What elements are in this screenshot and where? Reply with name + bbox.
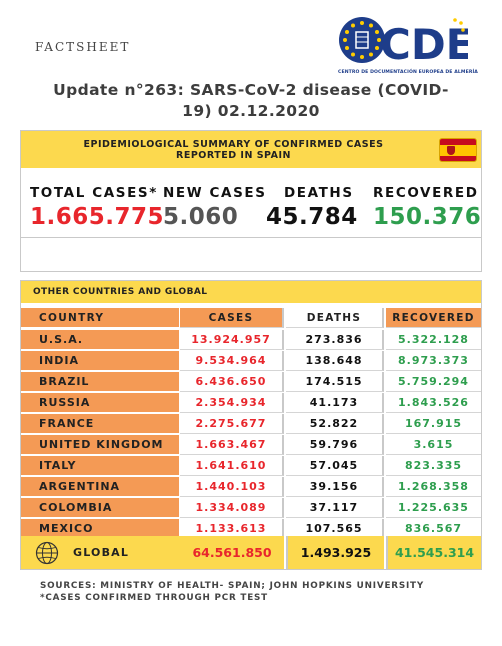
table-header-row: COUNTRY CASES DEATHS RECOVERED <box>21 308 481 328</box>
column-header-country: COUNTRY <box>21 308 180 328</box>
logo-subtitle: CENTRO DE DOCUMENTACIÓN EUROPEA DE ALMER… <box>338 70 478 75</box>
country-recovered: 8.973.373 <box>386 351 481 371</box>
cde-logo-graphic: CDE <box>339 17 474 69</box>
country-name: ITALY <box>21 456 180 476</box>
country-deaths: 107.565 <box>286 519 384 539</box>
table-row: MEXICO 1.133.613 107.565 836.567 <box>21 519 481 539</box>
column-header-deaths: DEATHS <box>286 308 384 328</box>
stat-deaths: DEATHS 45.784 <box>266 185 358 230</box>
country-deaths: 39.156 <box>286 477 384 497</box>
total-cases-value: 1.665.775 <box>30 204 164 230</box>
spain-summary-heading: EPIDEMIOLOGICAL SUMMARY OF CONFIRMED CAS… <box>41 139 426 161</box>
country-cases: 1.440.103 <box>180 477 284 497</box>
country-name: FRANCE <box>21 414 180 434</box>
deaths-value: 45.784 <box>266 204 358 230</box>
country-deaths: 174.515 <box>286 372 384 392</box>
country-recovered: 1.268.358 <box>386 477 481 497</box>
country-deaths: 37.117 <box>286 498 384 518</box>
global-cases: 64.561.850 <box>180 536 284 569</box>
other-countries-table: OTHER COUNTRIES AND GLOBAL COUNTRY CASES… <box>20 280 482 570</box>
table-row: RUSSIA 2.354.934 41.173 1.843.526 <box>21 393 481 413</box>
table-row: ARGENTINA 1.440.103 39.156 1.268.358 <box>21 477 481 497</box>
country-cases: 1.663.467 <box>180 435 284 455</box>
country-name: U.S.A. <box>21 330 180 350</box>
eu-stars-icon <box>343 21 381 59</box>
logo-wordmark: CDE <box>380 20 468 69</box>
country-cases: 2.275.677 <box>180 414 284 434</box>
table-row: ITALY 1.641.610 57.045 823.335 <box>21 456 481 476</box>
country-cases: 1.641.610 <box>180 456 284 476</box>
country-recovered: 823.335 <box>386 456 481 476</box>
country-recovered: 1.225.635 <box>386 498 481 518</box>
table-row: UNITED KINGDOM 1.663.467 59.796 3.615 <box>21 435 481 455</box>
stat-total-cases: TOTAL CASES* 1.665.775 <box>30 185 164 230</box>
pcr-note: *CASES CONFIRMED THROUGH PCR TEST <box>40 593 268 603</box>
column-header-cases: CASES <box>180 308 284 328</box>
country-cases: 9.534.964 <box>180 351 284 371</box>
country-recovered: 5.759.294 <box>386 372 481 392</box>
spain-summary-header: EPIDEMIOLOGICAL SUMMARY OF CONFIRMED CAS… <box>21 131 481 168</box>
country-deaths: 59.796 <box>286 435 384 455</box>
country-name: MEXICO <box>21 519 180 539</box>
country-cases: 6.436.650 <box>180 372 284 392</box>
spain-heading-line-2: REPORTED IN SPAIN <box>176 150 291 161</box>
global-deaths: 1.493.925 <box>286 536 384 569</box>
country-name: ARGENTINA <box>21 477 180 497</box>
factsheet-label: FACTSHEET <box>35 40 131 54</box>
country-cases: 2.354.934 <box>180 393 284 413</box>
country-recovered: 3.615 <box>386 435 481 455</box>
new-cases-label: NEW CASES <box>163 185 267 201</box>
country-name: UNITED KINGDOM <box>21 435 180 455</box>
cde-logo: CDE CENTRO DE DOCUMENTACIÓN EUROPEA DE A… <box>338 14 478 76</box>
page-title: Update n°263: SARS-CoV-2 disease (COVID-… <box>20 80 482 122</box>
recovered-value: 150.376 <box>373 204 482 230</box>
country-deaths: 57.045 <box>286 456 384 476</box>
column-header-recovered: RECOVERED <box>386 308 481 328</box>
stat-recovered: RECOVERED 150.376 <box>373 185 481 230</box>
country-recovered: 167.915 <box>386 414 481 434</box>
table-row: U.S.A. 13.924.957 273.836 5.322.128 <box>21 330 481 350</box>
sources-footer: SOURCES: MINISTRY OF HEALTH- SPAIN; JOHN… <box>40 580 424 604</box>
title-line-2: 19) 02.12.2020 <box>182 102 320 120</box>
spain-heading-line-1: EPIDEMIOLOGICAL SUMMARY OF CONFIRMED CAS… <box>83 139 384 150</box>
table-row: INDIA 9.534.964 138.648 8.973.373 <box>21 351 481 371</box>
spain-flag-icon <box>439 138 477 162</box>
country-deaths: 41.173 <box>286 393 384 413</box>
other-countries-heading: OTHER COUNTRIES AND GLOBAL <box>21 281 481 303</box>
stat-new-cases: NEW CASES 5.060 <box>163 185 267 230</box>
divider <box>21 237 481 238</box>
country-deaths: 273.836 <box>286 330 384 350</box>
table-row: COLOMBIA 1.334.089 37.117 1.225.635 <box>21 498 481 518</box>
country-deaths: 52.822 <box>286 414 384 434</box>
country-name: RUSSIA <box>21 393 180 413</box>
global-totals-row: GLOBAL 64.561.850 1.493.925 41.545.314 <box>21 536 481 569</box>
sources-text: SOURCES: MINISTRY OF HEALTH- SPAIN; JOHN… <box>40 581 425 591</box>
country-recovered: 5.322.128 <box>386 330 481 350</box>
country-recovered: 836.567 <box>386 519 481 539</box>
table-row: BRAZIL 6.436.650 174.515 5.759.294 <box>21 372 481 392</box>
total-cases-label: TOTAL CASES* <box>30 185 158 201</box>
country-cases: 13.924.957 <box>180 330 284 350</box>
country-name: COLOMBIA <box>21 498 180 518</box>
country-deaths: 138.648 <box>286 351 384 371</box>
country-name: INDIA <box>21 351 180 371</box>
table-row: FRANCE 2.275.677 52.822 167.915 <box>21 414 481 434</box>
new-cases-value: 5.060 <box>163 204 239 230</box>
deaths-label: DEATHS <box>284 185 354 201</box>
spain-summary-panel: EPIDEMIOLOGICAL SUMMARY OF CONFIRMED CAS… <box>20 130 482 272</box>
country-cases: 1.334.089 <box>180 498 284 518</box>
country-name: BRAZIL <box>21 372 180 392</box>
country-cases: 1.133.613 <box>180 519 284 539</box>
globe-icon <box>35 541 59 565</box>
global-recovered: 41.545.314 <box>386 536 481 569</box>
country-recovered: 1.843.526 <box>386 393 481 413</box>
title-line-1: Update n°263: SARS-CoV-2 disease (COVID- <box>53 81 449 99</box>
recovered-label: RECOVERED <box>373 185 479 201</box>
